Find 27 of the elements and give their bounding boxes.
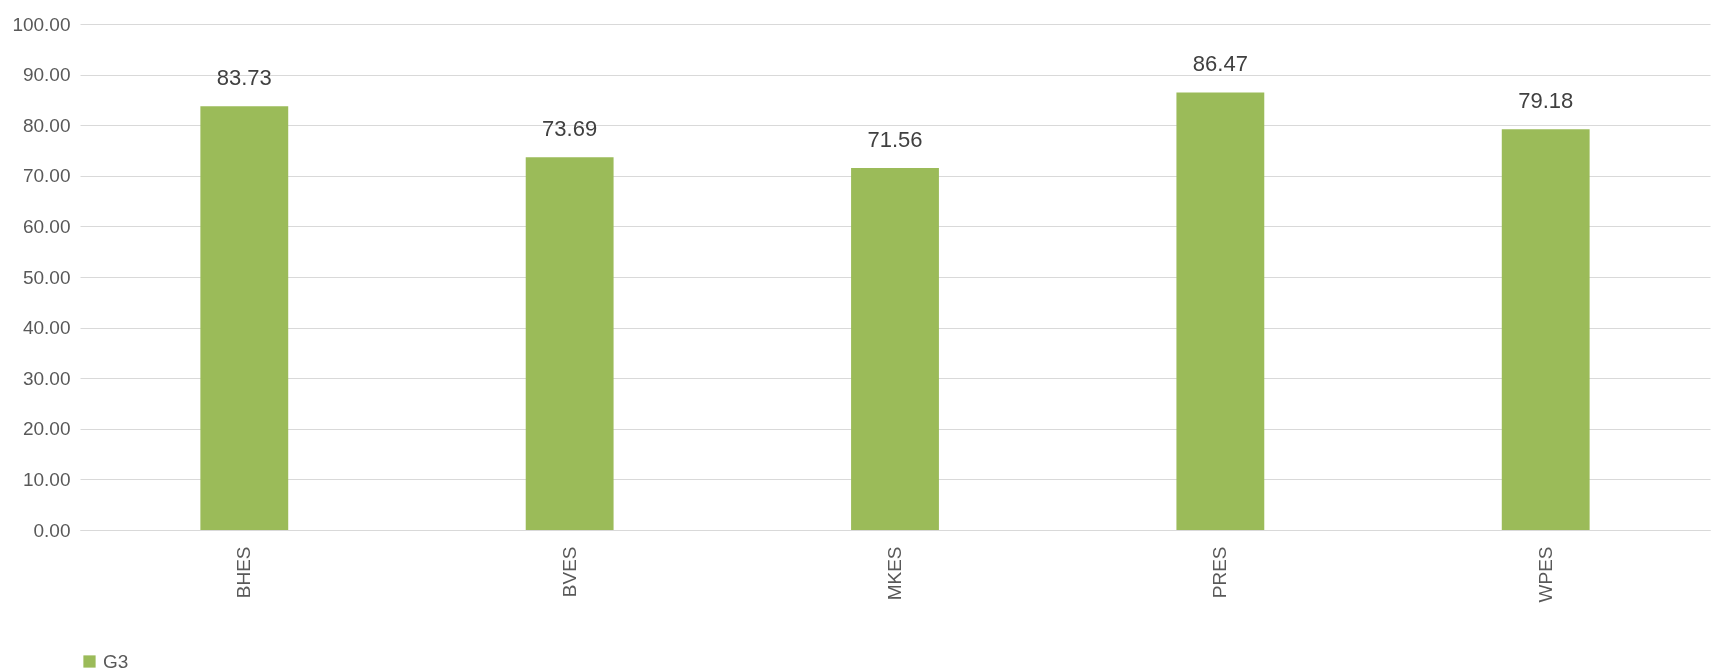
y-tick-label: 60.00 bbox=[22, 215, 71, 237]
legend-label: G3 bbox=[103, 650, 129, 671]
y-tick-label: 50.00 bbox=[22, 266, 71, 288]
y-tick-label: 30.00 bbox=[22, 367, 71, 389]
y-tick-label: 100.00 bbox=[12, 13, 71, 35]
bar bbox=[200, 106, 289, 530]
y-tick-label: 80.00 bbox=[22, 114, 71, 136]
bar bbox=[1501, 129, 1590, 530]
x-tick-label: WPES bbox=[1534, 546, 1556, 603]
x-tick-label: MKES bbox=[884, 546, 905, 601]
data-label: 71.56 bbox=[867, 126, 923, 152]
x-tick-label: BVES bbox=[558, 546, 580, 598]
y-tick-label: 90.00 bbox=[22, 64, 71, 86]
data-label: 79.18 bbox=[1518, 88, 1574, 114]
x-tick-label: PRES bbox=[1209, 546, 1231, 599]
y-tick-label: 40.00 bbox=[22, 317, 71, 339]
data-label: 73.69 bbox=[542, 116, 598, 142]
y-tick-label: 20.00 bbox=[22, 418, 71, 440]
bar bbox=[1176, 92, 1265, 530]
data-label: 86.47 bbox=[1192, 51, 1248, 77]
bar bbox=[851, 167, 939, 530]
y-tick-label: 0.00 bbox=[33, 519, 71, 541]
bar bbox=[525, 157, 614, 530]
y-tick-label: 10.00 bbox=[22, 468, 71, 490]
data-label: 83.73 bbox=[216, 65, 272, 91]
y-tick-label: 70.00 bbox=[22, 165, 71, 187]
x-tick-label: BHES bbox=[233, 546, 255, 599]
